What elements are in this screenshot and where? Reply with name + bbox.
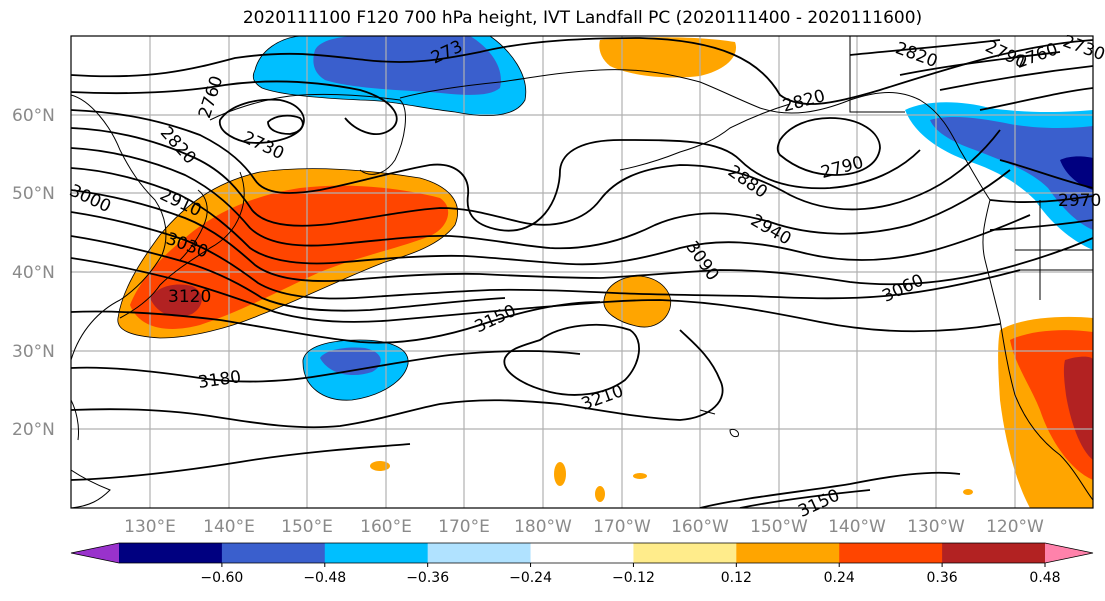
colorbar-tick-label: −0.24 (509, 570, 552, 586)
lat-label: 60°N (12, 106, 55, 126)
ivt-positive-region (963, 489, 973, 495)
lat-label: 20°N (12, 420, 55, 440)
ivt-positive-region (603, 276, 671, 328)
lon-label: 180°W (514, 517, 572, 537)
height-contours (71, 37, 1093, 508)
colorbar-swatch (633, 543, 737, 563)
ivt-negative-region (1060, 156, 1093, 190)
lon-label: 150°E (281, 517, 333, 537)
ivt-negative-region (930, 117, 1093, 230)
colorbar-tick-label: 0.24 (824, 570, 855, 586)
ivt-positive-region (595, 486, 605, 502)
lat-label: 50°N (12, 184, 55, 204)
lon-label: 140°W (828, 517, 886, 537)
ivt-positive-region (633, 473, 647, 479)
colorbar-swatch (1045, 543, 1093, 563)
longitude-labels: 130°E 140°E 150°E 160°E 170°E 180°W 170°… (124, 517, 1044, 537)
ivt-positive-region (1063, 356, 1093, 460)
lon-label: 160°E (360, 517, 412, 537)
ivt-positive-region (130, 185, 449, 329)
colorbar-swatch (942, 543, 1046, 563)
figure-title: 2020111100 F120 700 hPa height, IVT Land… (242, 8, 923, 28)
colorbar-swatch (530, 543, 634, 563)
lon-label: 150°W (750, 517, 808, 537)
ivt-positive-region (370, 461, 390, 471)
colorbar-tick-label: 0.12 (721, 570, 752, 586)
ivt-positive-region (150, 284, 202, 317)
map-frame (70, 35, 1094, 509)
ivt-contour-outlines (117, 36, 672, 401)
colorbar-outline (70, 542, 1094, 564)
coastlines (71, 36, 1093, 508)
colorbar-swatch (119, 543, 223, 563)
colorbar-swatch (736, 543, 840, 563)
ivt-negative-region (313, 36, 501, 95)
colorbar (70, 542, 1094, 564)
lon-label: 130°W (907, 517, 965, 537)
colorbar-swatch (324, 543, 429, 563)
colorbar-swatch (221, 543, 326, 563)
colorbar-tick-label: 0.48 (1029, 570, 1060, 586)
colorbar-ticks: −0.60 −0.48 −0.36 −0.24 −0.12 0.12 0.24 0.36 0.4… (200, 563, 1061, 586)
graticule (71, 36, 1093, 508)
ivt-positive-region (554, 462, 566, 486)
lon-label: 120°W (986, 517, 1044, 537)
contour-label: 3120 (168, 287, 211, 307)
lon-label: 170°W (593, 517, 651, 537)
colorbar-swatch (839, 543, 943, 563)
latitude-labels: 60°N 50°N 40°N 30°N 20°N (12, 106, 55, 440)
contour-label: 2970 (1058, 191, 1101, 211)
ivt-positive-region (599, 37, 737, 78)
lat-label: 30°N (12, 342, 55, 362)
lon-label: 140°E (203, 517, 255, 537)
lon-label: 160°W (671, 517, 729, 537)
ivt-shading (117, 36, 1093, 508)
colorbar-swatch (427, 543, 532, 563)
colorbar-tick-label: −0.48 (303, 570, 346, 586)
colorbar-swatch (71, 543, 119, 563)
lat-label: 40°N (12, 263, 55, 283)
colorbar-tick-label: −0.60 (200, 570, 243, 586)
colorbar-tick-label: 0.36 (927, 570, 958, 586)
lon-label: 130°E (124, 517, 176, 537)
colorbar-tick-label: −0.12 (612, 570, 655, 586)
colorbar-tick-label: −0.36 (406, 570, 449, 586)
lon-label: 170°E (438, 517, 490, 537)
